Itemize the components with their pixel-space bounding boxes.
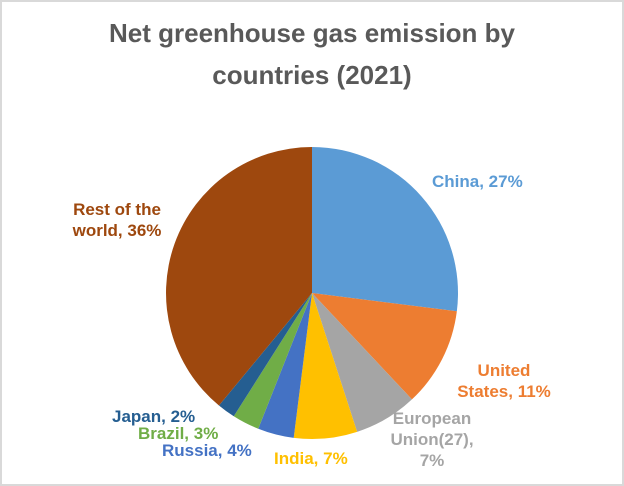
pie-slice-china[interactable]	[312, 146, 459, 312]
slice-label-european-union: European Union(27), 7%	[390, 409, 474, 470]
pie-slice-india[interactable]	[293, 293, 358, 440]
pie-slice-brazil[interactable]	[233, 293, 312, 429]
pie-slice-russia[interactable]	[258, 293, 312, 438]
slice-label-united-states: United States, 11%	[457, 361, 551, 401]
slice-label-china: China, 27%	[432, 172, 523, 191]
pie-slice-united-states[interactable]	[312, 293, 457, 400]
slice-label-india: India, 7%	[274, 449, 348, 468]
slice-label-japan: Japan, 2%	[112, 407, 196, 426]
chart-title: Net greenhouse gas emission by countries…	[108, 18, 515, 90]
pie-slice-rest-of-the-world[interactable]	[166, 147, 312, 406]
slice-label-rest-of-world: Rest of the world, 36%	[72, 200, 162, 240]
slice-label-brazil: Brazil, 3%	[138, 424, 219, 443]
pie-slice-european-union-27-[interactable]	[312, 293, 412, 432]
slice-label-russia: Russia, 4%	[162, 441, 252, 460]
pie-slice-japan[interactable]	[218, 293, 312, 417]
